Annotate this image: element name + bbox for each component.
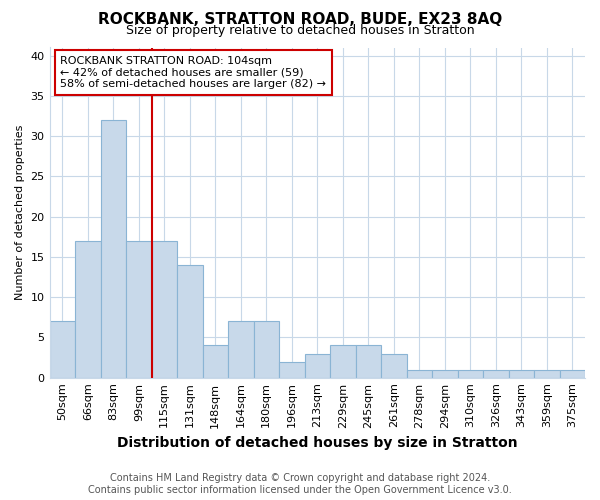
Bar <box>534 370 560 378</box>
Text: Size of property relative to detached houses in Stratton: Size of property relative to detached ho… <box>125 24 475 37</box>
Text: ROCKBANK STRATTON ROAD: 104sqm
← 42% of detached houses are smaller (59)
58% of : ROCKBANK STRATTON ROAD: 104sqm ← 42% of … <box>60 56 326 89</box>
Bar <box>126 241 152 378</box>
Text: Contains HM Land Registry data © Crown copyright and database right 2024.
Contai: Contains HM Land Registry data © Crown c… <box>88 474 512 495</box>
Bar <box>509 370 534 378</box>
Bar <box>483 370 509 378</box>
Bar <box>356 346 381 378</box>
Bar <box>279 362 305 378</box>
X-axis label: Distribution of detached houses by size in Stratton: Distribution of detached houses by size … <box>117 436 518 450</box>
Bar <box>101 120 126 378</box>
Bar <box>330 346 356 378</box>
Bar <box>432 370 458 378</box>
Bar <box>407 370 432 378</box>
Bar <box>305 354 330 378</box>
Bar <box>254 322 279 378</box>
Text: ROCKBANK, STRATTON ROAD, BUDE, EX23 8AQ: ROCKBANK, STRATTON ROAD, BUDE, EX23 8AQ <box>98 12 502 28</box>
Bar <box>381 354 407 378</box>
Bar <box>50 322 75 378</box>
Bar <box>203 346 228 378</box>
Bar <box>458 370 483 378</box>
Bar <box>75 241 101 378</box>
Bar <box>228 322 254 378</box>
Bar <box>177 265 203 378</box>
Bar <box>152 241 177 378</box>
Y-axis label: Number of detached properties: Number of detached properties <box>15 125 25 300</box>
Bar <box>560 370 585 378</box>
